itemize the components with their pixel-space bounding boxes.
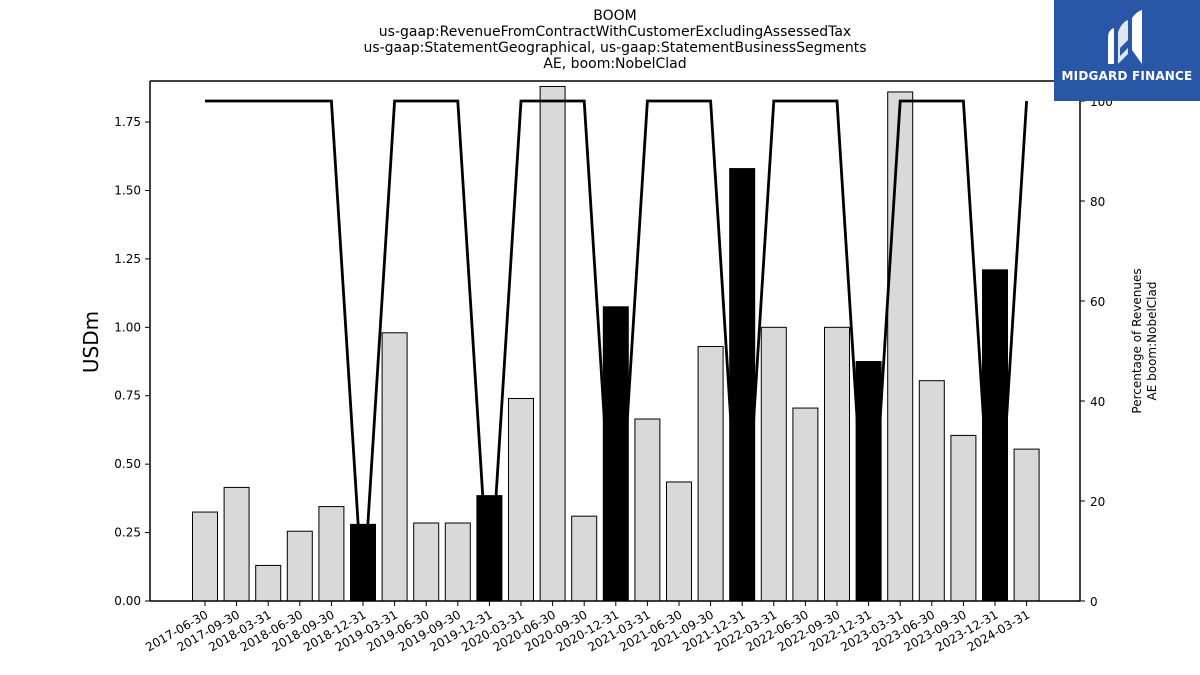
bar — [318, 506, 345, 602]
bar — [539, 85, 566, 602]
bar — [508, 397, 534, 602]
y-tick-label: 0.00 — [114, 594, 141, 608]
logo-text: MIDGARD FINANCE — [1061, 69, 1193, 83]
y2-tick-label: 80 — [1090, 195, 1105, 209]
bar — [444, 522, 471, 602]
title-line: BOOM — [593, 8, 636, 24]
bar — [413, 522, 440, 602]
bar — [286, 530, 313, 602]
bar — [824, 326, 850, 602]
bar — [571, 515, 598, 602]
y-tick-label: 1.50 — [114, 183, 141, 197]
bar — [887, 91, 914, 602]
bars-group — [192, 85, 1040, 602]
y2-axis-label: AE boom:NobelClad — [1145, 282, 1159, 401]
title-line: us-gaap:StatementGeographical, us-gaap:S… — [363, 40, 866, 56]
bar — [634, 418, 661, 602]
bar — [760, 326, 787, 602]
midgard-finance-logo: MIDGARD FINANCE — [1054, 0, 1200, 101]
y-tick-label: 0.50 — [114, 457, 141, 471]
axes-group — [145, 80, 1085, 606]
bar — [729, 168, 756, 602]
y-axis-label: USDm — [79, 311, 103, 373]
bar — [381, 332, 408, 602]
title-line: us-gaap:RevenueFromContractWithCustomerE… — [379, 24, 851, 40]
y-tick-label: 0.25 — [114, 526, 141, 540]
y-tick-label: 1.25 — [114, 252, 141, 266]
y2-tick-label: 60 — [1090, 295, 1105, 309]
chart-title: BOOMus-gaap:RevenueFromContractWithCusto… — [363, 8, 866, 72]
bar — [982, 269, 1008, 602]
bar — [1013, 448, 1040, 602]
bar — [950, 434, 977, 602]
bar — [192, 511, 218, 602]
y2-tick-label: 40 — [1090, 395, 1105, 409]
y2-tick-label: 20 — [1090, 495, 1105, 509]
midgard-logo-mark-icon — [1108, 10, 1142, 64]
bar — [223, 486, 250, 602]
y-tick-label: 1.75 — [114, 115, 141, 129]
bar — [666, 481, 692, 602]
bar — [255, 564, 282, 602]
bar — [792, 407, 819, 602]
bar — [918, 380, 945, 602]
y-tick-label: 1.00 — [114, 320, 141, 334]
title-line: AE, boom:NobelClad — [543, 56, 686, 72]
y-tick-label: 0.75 — [114, 389, 141, 403]
y2-axis-label: Percentage of Revenues — [1130, 268, 1144, 413]
y2-tick-label: 0 — [1090, 595, 1098, 609]
bar — [697, 345, 724, 602]
